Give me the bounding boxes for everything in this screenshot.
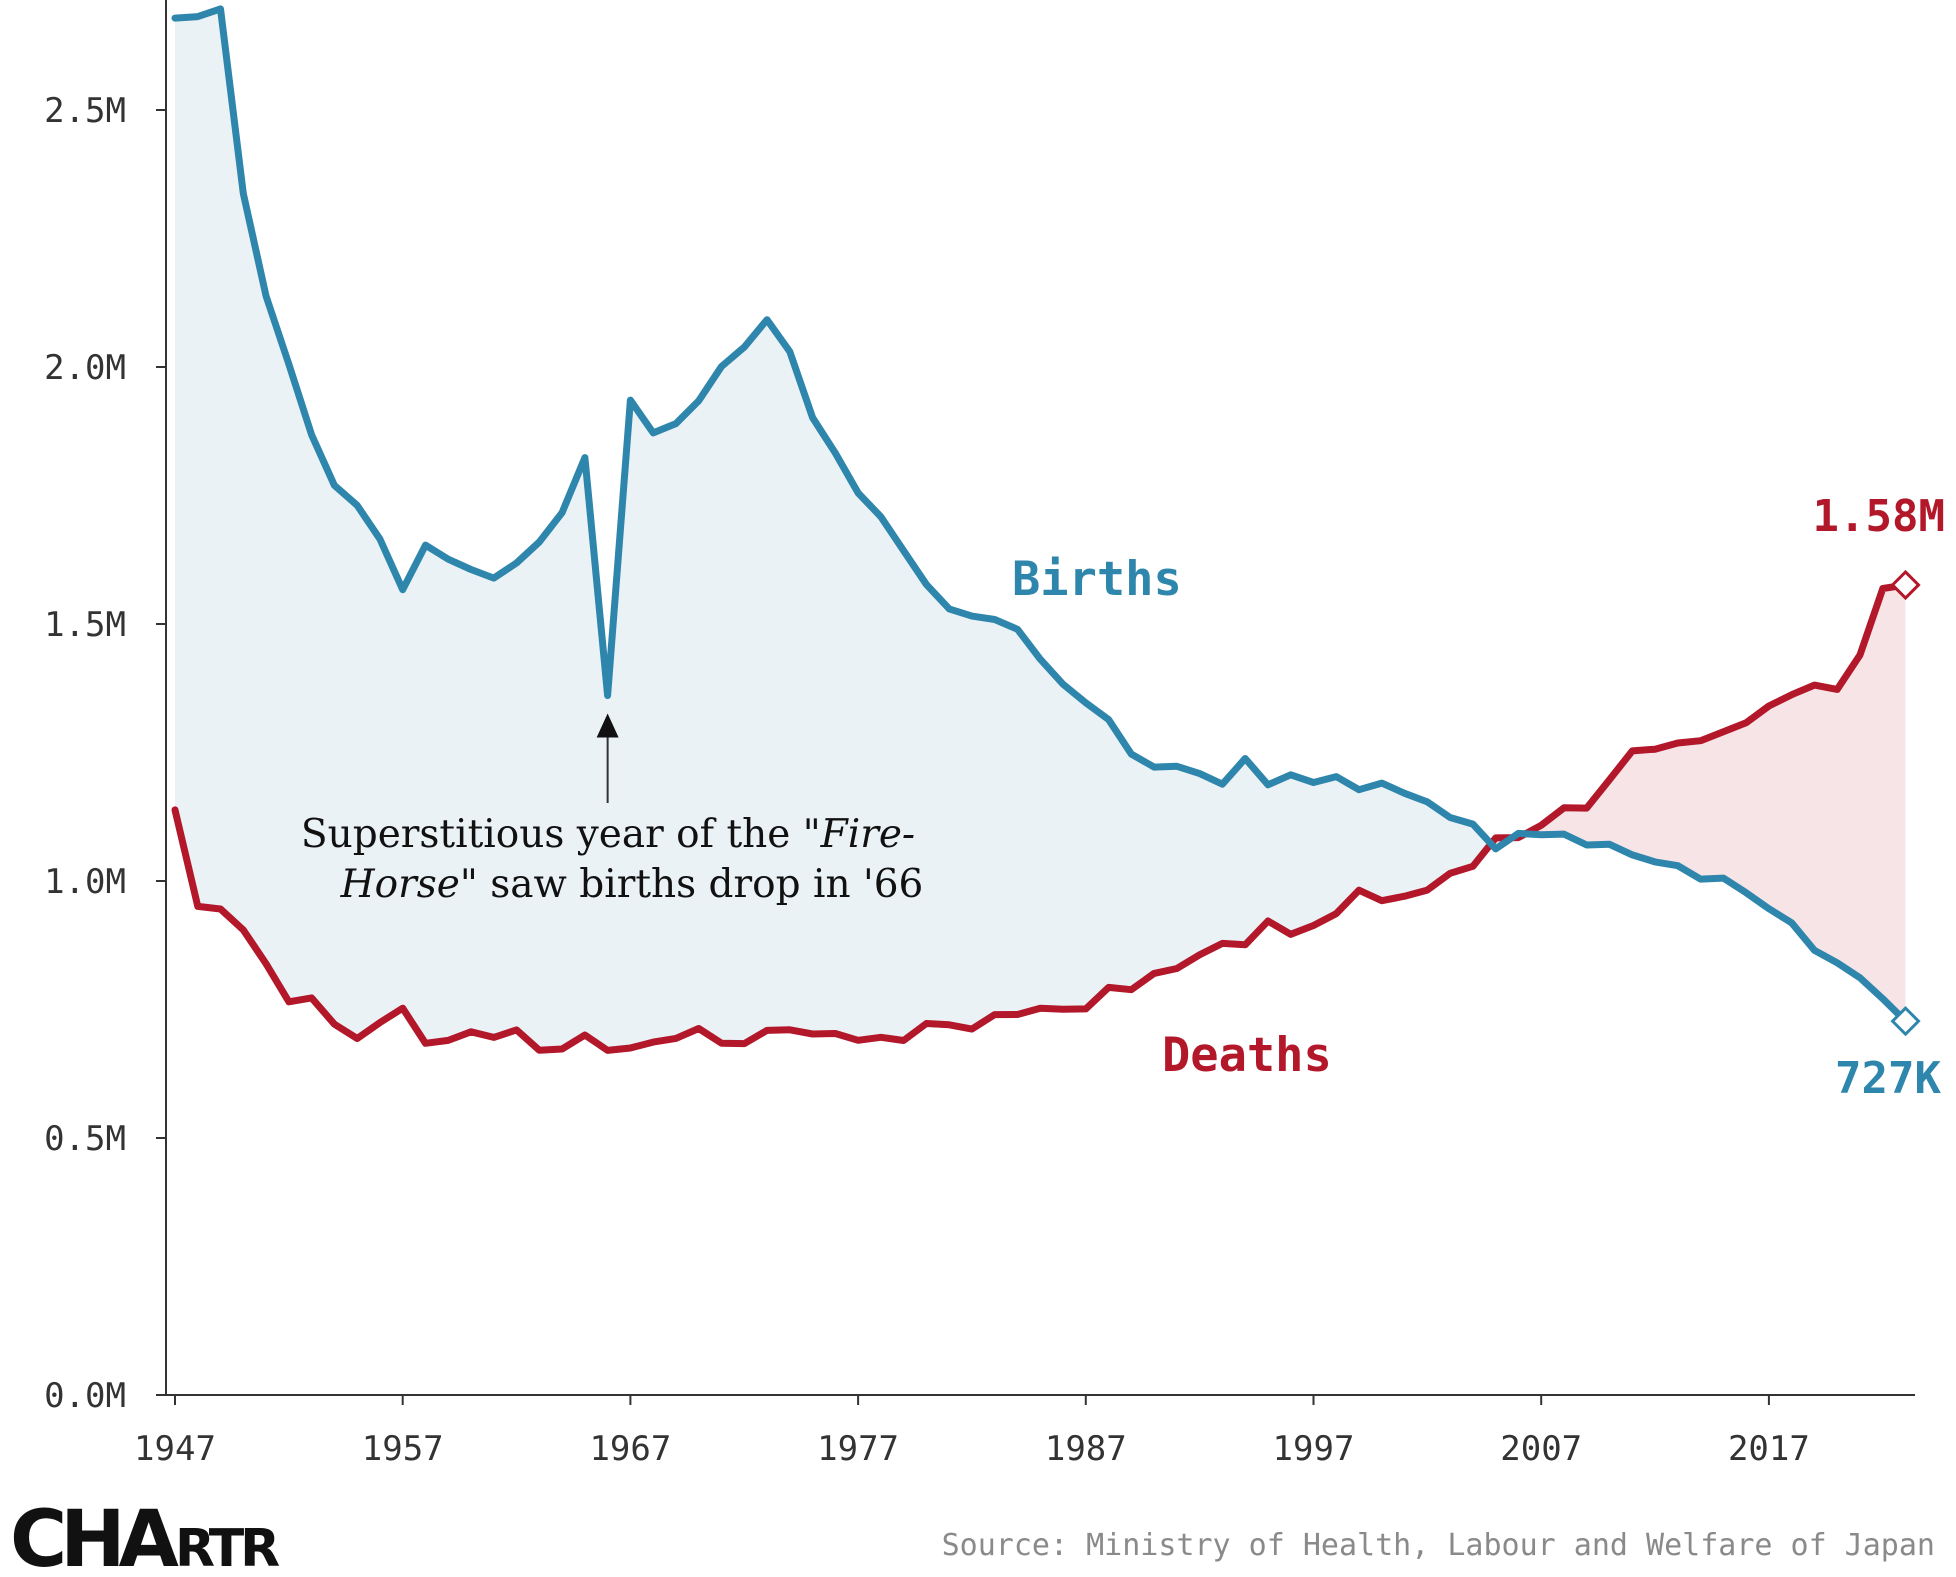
deaths-line [171, 581, 1909, 1054]
annotation-text-line-2: Horse" saw births drop in '66 [340, 862, 924, 907]
deaths-end-value-label: 1.58M [1813, 491, 1945, 542]
x-tick-label: 1957 [362, 1429, 444, 1469]
births-end-marker [1890, 1006, 1921, 1037]
x-tick-label: 1977 [817, 1429, 899, 1469]
y-tick-label: 1.0M [44, 862, 126, 902]
births-line [171, 5, 1909, 1025]
annotation-arrow-head [596, 713, 619, 738]
births-series-label: Births [1012, 552, 1182, 607]
annotation-text-line-1: Superstitious year of the "Fire- [301, 812, 915, 857]
x-tick-label: 2007 [1500, 1429, 1582, 1469]
x-tick-label: 1987 [1045, 1429, 1127, 1469]
x-tick-label: 1967 [589, 1429, 671, 1469]
x-tick-label: 1997 [1273, 1429, 1355, 1469]
svg-text:RTR: RTR [175, 1519, 279, 1577]
deaths-area [1491, 585, 1906, 1022]
y-tick-label: 1.5M [44, 605, 126, 645]
chartr-logo: CHA RTR [10, 1495, 283, 1577]
y-tick-label: 0.0M [44, 1376, 126, 1416]
x-tick-label: 2017 [1728, 1429, 1810, 1469]
svg-text:CHA: CHA [10, 1495, 179, 1577]
x-tick-label: 1947 [134, 1429, 216, 1469]
axes: 0.0M 0.5M 1.0M 1.5M 2.0M 2.5M 1947 1957 1967 197… [44, 0, 1915, 1469]
fire-horse-annotation: Superstitious year of the "Fire- Horse" … [301, 713, 923, 907]
y-tick-label: 0.5M [44, 1119, 126, 1159]
deaths-end-marker [1890, 569, 1921, 601]
source-note: Source: Ministry of Health, Labour and W… [942, 1528, 1935, 1563]
deaths-series-label: Deaths [1162, 1028, 1332, 1083]
y-tick-label: 2.5M [44, 91, 126, 131]
y-tick-label: 2.0M [44, 348, 126, 388]
births-end-value-label: 727K [1835, 1053, 1941, 1104]
births-area [175, 8, 1526, 1051]
